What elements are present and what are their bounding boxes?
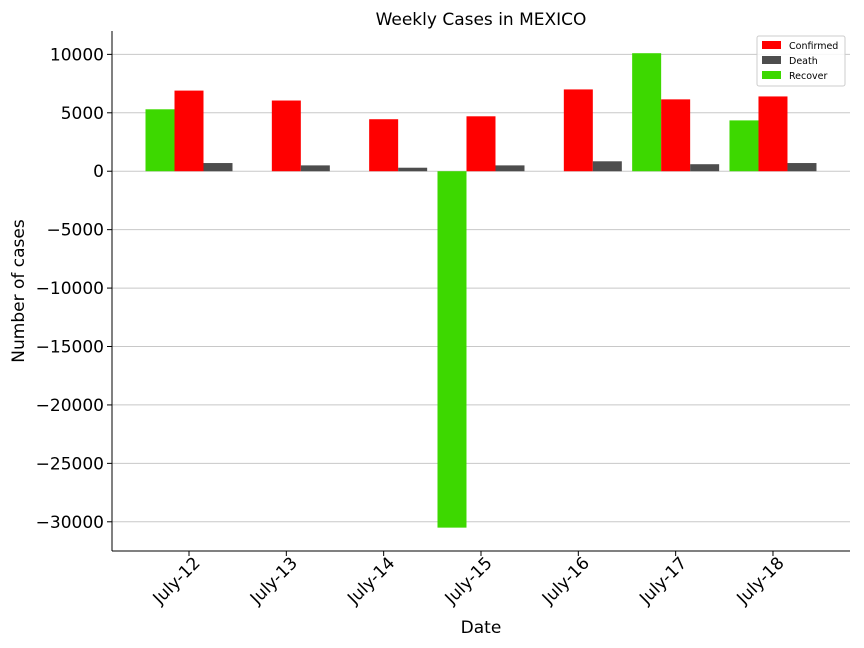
legend-swatch-confirmed [762, 41, 781, 49]
bar-confirmed-july-18 [758, 96, 788, 172]
x-tick-label: July-18 [733, 553, 789, 609]
bar-recover-july-12 [145, 109, 175, 172]
legend-label-death: Death [789, 56, 818, 67]
y-tick-label: −30000 [36, 513, 104, 533]
bars [145, 53, 817, 528]
bar-death-july-18 [787, 163, 817, 172]
bar-confirmed-july-17 [661, 99, 691, 172]
axes [111, 31, 850, 552]
y-tick-label: −5000 [46, 221, 104, 241]
bar-death-july-15 [495, 165, 525, 172]
x-axis-label: Date [461, 618, 502, 638]
x-tick-label: July-13 [246, 553, 302, 609]
x-ticks: July-12 July-13 July-14 July-15 July-16 July-… [149, 551, 789, 609]
x-tick-label: July-16 [538, 553, 594, 609]
x-tick-label: July-12 [149, 553, 205, 609]
bar-death-july-12 [203, 163, 233, 172]
legend-swatch-recover [762, 71, 781, 79]
bar-death-july-13 [300, 165, 330, 172]
bar-confirmed-july-12 [174, 90, 204, 172]
y-tick-label: −25000 [36, 454, 104, 474]
bar-confirmed-july-15 [466, 116, 496, 172]
y-tick-label: −15000 [36, 338, 104, 358]
bar-death-july-17 [690, 164, 720, 172]
bar-confirmed-july-13 [271, 100, 301, 172]
bar-recover-july-18 [729, 120, 759, 172]
bar-death-july-16 [592, 161, 622, 172]
y-tick-label: 5000 [61, 104, 104, 124]
x-tick-label: July-15 [441, 553, 497, 609]
y-tick-label: −10000 [36, 279, 104, 299]
legend-label-recover: Recover [789, 71, 828, 82]
x-tick-label: July-14 [343, 553, 399, 609]
y-tick-label: 10000 [50, 45, 104, 65]
bar-recover-july-17 [632, 53, 662, 172]
bar-confirmed-july-14 [369, 119, 399, 172]
y-tick-label: 0 [93, 162, 104, 182]
bar-death-july-14 [398, 167, 428, 172]
y-axis-label: Number of cases [9, 219, 29, 363]
gridlines [112, 53, 850, 523]
legend: Confirmed Death Recover [756, 35, 846, 87]
y-tick-label: −20000 [36, 396, 104, 416]
legend-label-confirmed: Confirmed [789, 41, 838, 52]
bar-confirmed-july-16 [563, 89, 593, 172]
bar-recover-july-15 [437, 171, 467, 528]
legend-swatch-death [762, 56, 781, 64]
x-tick-label: July-17 [635, 553, 691, 609]
y-ticks: 10000 5000 0 −5000 −10000 −15000 −20000 −25000 −… [36, 45, 112, 533]
chart-title: Weekly Cases in MEXICO [376, 10, 587, 30]
